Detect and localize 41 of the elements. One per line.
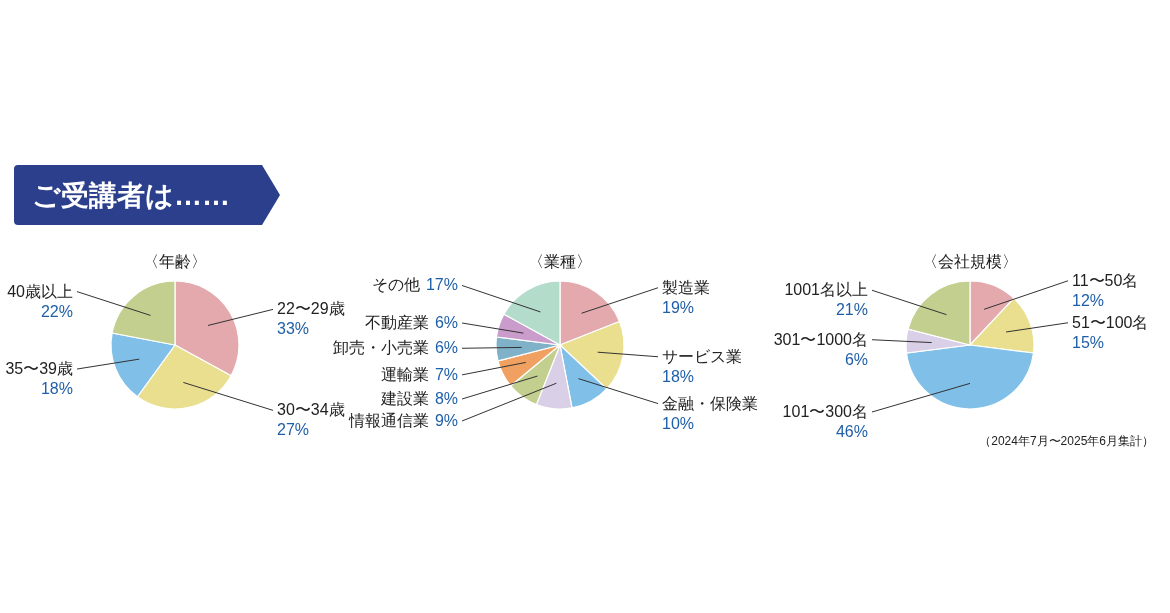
data-label: 17% xyxy=(425,276,458,294)
slice-label: 運輸業 xyxy=(380,365,429,383)
chart-title: 〈年齢〉 xyxy=(143,253,207,270)
data-label: 33% xyxy=(277,320,310,338)
data-label: 21% xyxy=(835,301,868,319)
slice-label: サービス業 xyxy=(662,347,742,365)
slice-label: 51〜100名 xyxy=(1072,313,1149,331)
data-label: 12% xyxy=(1072,291,1105,309)
slice-label: 301〜1000名 xyxy=(773,330,868,348)
slice-label: 40歳以上 xyxy=(7,282,73,300)
data-label: 8% xyxy=(434,390,458,408)
slice-label: 101〜300名 xyxy=(782,403,868,420)
slice-label: 1001名以上 xyxy=(784,281,868,299)
slice-label: 30〜34歳 xyxy=(277,401,345,419)
data-label: 9% xyxy=(434,412,458,430)
slice-label: 不動産業 xyxy=(364,313,429,331)
data-label: 6% xyxy=(844,350,868,368)
text: （2024年7月〜2025年6月集計） xyxy=(979,434,1154,448)
slice-label: その他 xyxy=(371,276,420,294)
data-label: 6% xyxy=(434,313,458,331)
data-label: 19% xyxy=(662,298,695,316)
data-label: 18% xyxy=(662,367,695,385)
slice-label: 建設業 xyxy=(379,390,429,408)
slice-label: 35〜39歳 xyxy=(5,360,73,378)
text: ご受講者は…… xyxy=(32,180,230,211)
data-label: 10% xyxy=(662,414,695,432)
data-label: 18% xyxy=(40,380,73,398)
slice-label: 金融・保険業 xyxy=(662,394,758,412)
slice-label: 情報通信業 xyxy=(347,412,429,430)
chart-title: 〈業種〉 xyxy=(528,253,592,270)
chart-title: 〈会社規模〉 xyxy=(922,253,1018,270)
data-label: 15% xyxy=(1072,333,1105,351)
data-label: 27% xyxy=(277,421,310,439)
slice-label: 製造業 xyxy=(662,278,710,296)
data-label: 6% xyxy=(434,339,458,357)
slice-label: 卸売・小売業 xyxy=(332,339,429,357)
slice-label: 11〜50名 xyxy=(1072,271,1139,289)
data-label: 7% xyxy=(434,365,458,383)
data-label: 22% xyxy=(40,302,73,320)
data-label: 46% xyxy=(835,423,868,440)
slice-label: 22〜29歳 xyxy=(277,300,345,318)
